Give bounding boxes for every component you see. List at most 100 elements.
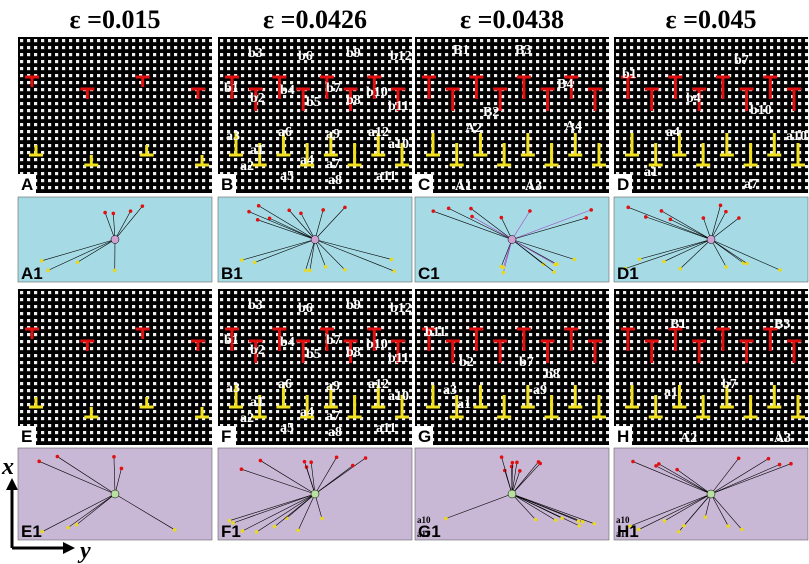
- panel-letter: E: [21, 427, 32, 446]
- network-node: [631, 459, 635, 464]
- network-edge: [655, 465, 712, 495]
- network-node: [636, 527, 641, 532]
- dislocation-yellow: [696, 143, 711, 167]
- network-node: [37, 459, 41, 464]
- dislocation-label: b5: [306, 347, 321, 362]
- dislocation-label: b11: [388, 351, 409, 366]
- dislocation-red: [692, 87, 707, 111]
- network-edge: [41, 239, 116, 262]
- network-node: [592, 521, 597, 526]
- dislocation-yellow: [743, 395, 758, 419]
- network-edge: [628, 207, 712, 240]
- dislocation-label: a6: [278, 377, 292, 392]
- dislocation-red: [225, 75, 239, 99]
- network-node: [321, 208, 325, 212]
- network-edge: [710, 239, 781, 271]
- network-node: [657, 462, 661, 466]
- network-node: [739, 527, 744, 532]
- dislocation-red: [644, 339, 659, 363]
- panel-letter-box: [218, 426, 236, 445]
- network-node: [515, 460, 519, 465]
- network-edge: [511, 493, 563, 519]
- dislocation-label: a2: [240, 411, 254, 426]
- dislocation-label: b9: [346, 46, 361, 61]
- network-edge: [288, 210, 316, 240]
- dislocation-yellow: [497, 143, 512, 167]
- dislocation-label: A2: [680, 431, 697, 446]
- dislocation-yellow: [300, 395, 315, 419]
- dislocation-label: a11: [376, 421, 396, 436]
- dislocation-red: [763, 327, 778, 351]
- dislocation-red: [135, 327, 150, 339]
- network-edge: [511, 463, 541, 495]
- dislocation-red: [272, 75, 287, 99]
- dislocation-label: a10: [388, 137, 409, 152]
- panel-letter-box: [18, 174, 36, 193]
- network-edge: [501, 457, 513, 495]
- dislocation-label: b9: [346, 298, 361, 313]
- dislocation-label: A4: [565, 119, 582, 134]
- network-node: [363, 456, 368, 460]
- network-edge: [114, 493, 175, 531]
- network-node: [701, 216, 706, 220]
- dislocation-label: a11: [376, 169, 396, 184]
- network-edge: [511, 493, 536, 520]
- panel-letter: B1: [221, 264, 243, 283]
- network-node: [518, 469, 522, 473]
- dislocation-yellow: [696, 395, 711, 419]
- dislocation-yellow: [426, 133, 440, 157]
- network-edge: [309, 239, 316, 271]
- network-node: [675, 467, 679, 472]
- network-node: [510, 460, 515, 465]
- network-edge: [229, 493, 316, 521]
- network-edge: [433, 210, 513, 240]
- dislocation-yellow: [625, 385, 639, 409]
- dislocation-red: [272, 327, 287, 351]
- dislocation-label: b8: [346, 93, 361, 108]
- panel: E1: [17, 447, 213, 541]
- dislocation-yellow: [426, 385, 440, 409]
- dislocation-label: b11: [425, 325, 446, 340]
- dislocation-red: [469, 75, 484, 99]
- dislocation-label: a9: [326, 127, 340, 142]
- dislocation-red: [787, 87, 801, 111]
- dislocation-red: [588, 87, 602, 111]
- dislocation-red: [319, 75, 334, 99]
- network-edge: [314, 457, 337, 495]
- network-center: [310, 489, 320, 499]
- network-node: [676, 529, 681, 534]
- panel-letter-box: [218, 174, 236, 193]
- panel-letter: G: [418, 427, 431, 446]
- dislocation-label: a4: [666, 125, 680, 140]
- dislocation-red: [248, 339, 263, 363]
- dislocation-yellow: [473, 385, 488, 409]
- dislocation-yellow: [252, 395, 267, 419]
- network-edge: [670, 219, 712, 240]
- dislocation-red: [564, 75, 579, 99]
- network-edge: [503, 239, 513, 268]
- dislocation-label: b7: [722, 377, 737, 392]
- dislocation-red: [80, 339, 95, 351]
- network-center: [110, 489, 120, 499]
- dislocation-label: b7: [734, 53, 749, 68]
- network-center: [110, 235, 120, 244]
- network-node: [75, 260, 80, 265]
- dislocation-yellow: [648, 395, 663, 419]
- dislocation-yellow: [276, 133, 291, 157]
- dislocation-label: A1: [455, 179, 472, 194]
- dislocation-yellow: [592, 143, 606, 167]
- network-edge: [67, 493, 116, 528]
- network-node: [309, 460, 313, 465]
- network-node: [320, 516, 324, 521]
- network-node: [737, 216, 741, 220]
- dislocation-red: [644, 87, 659, 111]
- network-edge: [233, 493, 316, 524]
- network-node: [272, 524, 277, 529]
- network-node: [299, 211, 303, 216]
- dislocation-label: b7: [326, 333, 341, 348]
- network-edge: [710, 464, 780, 495]
- dislocation-red: [343, 339, 358, 363]
- network-edge: [511, 209, 592, 240]
- network-node: [499, 215, 504, 220]
